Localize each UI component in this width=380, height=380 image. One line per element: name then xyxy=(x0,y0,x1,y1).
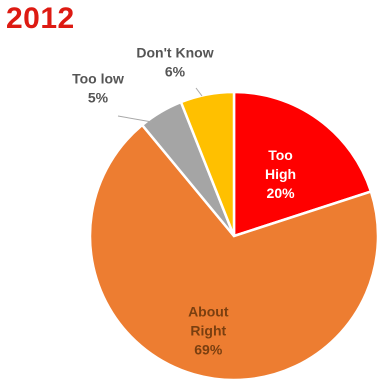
pie-slice-about-right xyxy=(88,123,380,380)
chart-title: 2012 xyxy=(6,2,75,35)
leader-line-too-low xyxy=(117,115,153,123)
data-label-don-t-know: Don't Know 6% xyxy=(136,45,213,80)
data-label-too-low: Too low 5% xyxy=(72,71,124,106)
data-label-about-right: About Right 69% xyxy=(188,304,229,358)
leader-line-don-t-know xyxy=(195,87,203,97)
pie-slice-too-high xyxy=(232,90,373,238)
data-label-too-high: Too High 20% xyxy=(265,147,296,201)
pie-labels: Too High 20% About Right 69% Too low 5% Don't Kn… xyxy=(72,45,296,358)
pie-slices xyxy=(88,90,380,380)
pie-slice-don-t-know xyxy=(179,90,236,237)
